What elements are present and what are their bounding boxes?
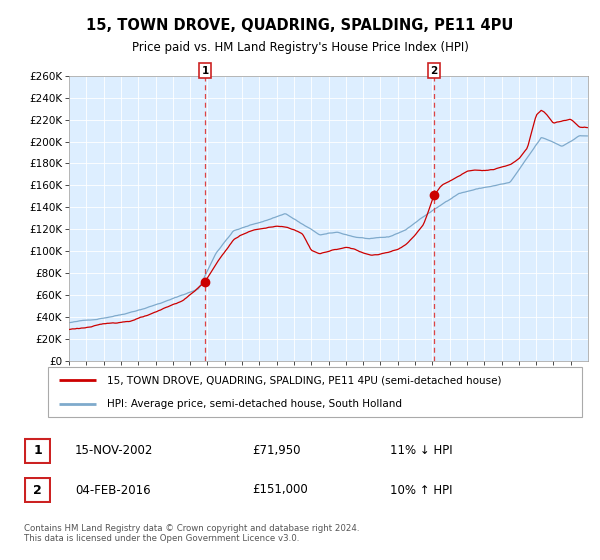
Text: 11% ↓ HPI: 11% ↓ HPI [390,444,452,458]
Text: Price paid vs. HM Land Registry's House Price Index (HPI): Price paid vs. HM Land Registry's House … [131,41,469,54]
Text: 15, TOWN DROVE, QUADRING, SPALDING, PE11 4PU: 15, TOWN DROVE, QUADRING, SPALDING, PE11… [86,18,514,32]
FancyBboxPatch shape [25,438,50,463]
Text: HPI: Average price, semi-detached house, South Holland: HPI: Average price, semi-detached house,… [107,399,402,409]
Text: £71,950: £71,950 [252,444,301,458]
Text: 1: 1 [33,444,42,458]
Text: 1: 1 [202,66,209,76]
FancyBboxPatch shape [25,478,50,502]
Text: Contains HM Land Registry data © Crown copyright and database right 2024.
This d: Contains HM Land Registry data © Crown c… [24,524,359,543]
FancyBboxPatch shape [48,367,582,417]
Text: 15-NOV-2002: 15-NOV-2002 [75,444,154,458]
Text: 10% ↑ HPI: 10% ↑ HPI [390,483,452,497]
Text: 2: 2 [430,66,437,76]
Text: £151,000: £151,000 [252,483,308,497]
Text: 04-FEB-2016: 04-FEB-2016 [75,483,151,497]
Text: 2: 2 [33,483,42,497]
Text: 15, TOWN DROVE, QUADRING, SPALDING, PE11 4PU (semi-detached house): 15, TOWN DROVE, QUADRING, SPALDING, PE11… [107,375,501,385]
